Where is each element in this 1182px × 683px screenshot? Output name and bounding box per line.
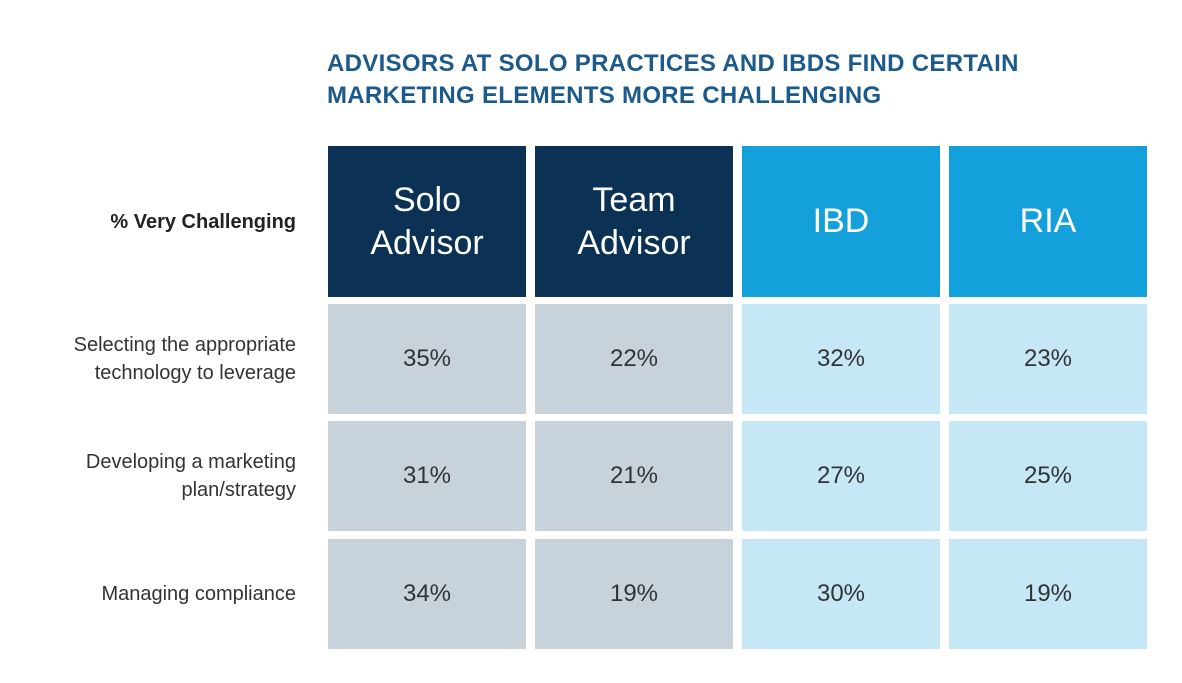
table-cell: 34%	[328, 539, 526, 649]
title-line-1: ADVISORS AT SOLO PRACTICES AND IBDS FIND…	[327, 50, 1019, 77]
column-header-team-advisor: Team Advisor	[535, 146, 733, 297]
table-cell: 19%	[949, 539, 1147, 649]
table-cell: 23%	[949, 304, 1147, 414]
table-cell: 21%	[535, 421, 733, 531]
table-cell: 30%	[742, 539, 940, 649]
table-cell: 32%	[742, 304, 940, 414]
row-label: Selecting the appropriate technology to …	[73, 334, 296, 384]
title-line-2: MARKETING ELEMENTS MORE CHALLENGING	[327, 82, 882, 109]
row-label: Managing compliance	[101, 583, 296, 605]
table-cell: 22%	[535, 304, 733, 414]
table-cell: 25%	[949, 421, 1147, 531]
table-cell: 19%	[535, 539, 733, 649]
column-header-ibd: IBD	[742, 146, 940, 297]
row-header-label: % Very Challenging	[110, 210, 296, 233]
column-header-solo-advisor: Solo Advisor	[328, 146, 526, 297]
column-header-ria: RIA	[949, 146, 1147, 297]
chart-title: ADVISORS AT SOLO PRACTICES AND IBDS FIND…	[327, 48, 1147, 112]
row-label: Developing a marketing plan/strategy	[85, 451, 296, 501]
table-cell: 27%	[742, 421, 940, 531]
table-cell: 35%	[328, 304, 526, 414]
table-cell: 31%	[328, 421, 526, 531]
